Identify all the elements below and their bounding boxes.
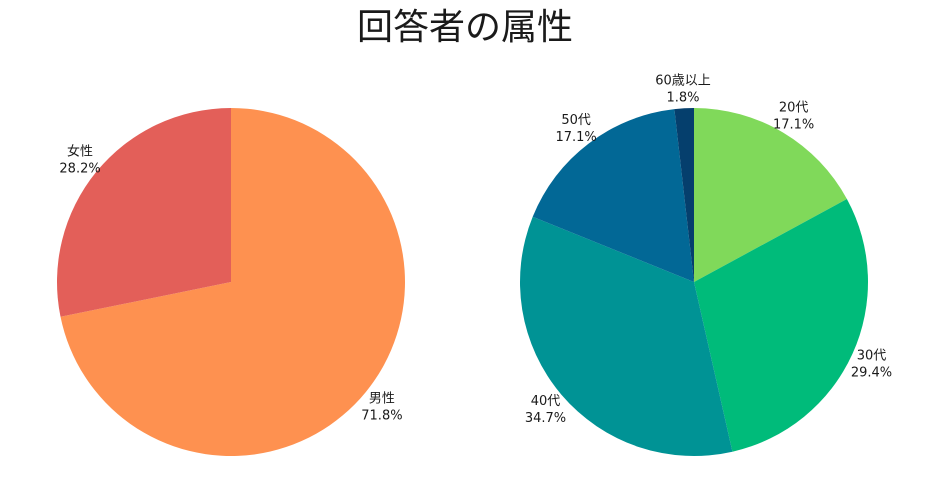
gender-label-category-female: 女性 xyxy=(67,144,93,160)
age-label-50s: 50代 17.1% xyxy=(555,113,596,145)
age-slice-30s xyxy=(694,198,868,452)
age-label-20s: 20代 17.1% xyxy=(773,101,814,133)
age-slice-60-plus xyxy=(674,108,694,282)
gender-slice-female xyxy=(57,108,232,317)
gender-label-value-female: 28.2% xyxy=(59,162,100,177)
gender-label-category-male: 男性 xyxy=(369,391,395,406)
age-slice-50s xyxy=(532,109,694,283)
page-title: 回答者の属性 xyxy=(356,7,573,48)
age-slice-40s xyxy=(520,216,733,456)
age-label-category-20s: 20代 xyxy=(779,101,809,116)
age-label-category-60-plus: 60歳以上 xyxy=(655,73,711,88)
age-pie-chart: 20代 17.1% 30代 29.4% 40代 34.7% 50代 17.1% 60歳以上 1.8… xyxy=(520,73,892,456)
age-label-value-20s: 17.1% xyxy=(773,118,814,133)
age-label-value-40s: 34.7% xyxy=(525,411,566,426)
age-label-category-30s: 30代 xyxy=(857,348,887,363)
age-label-value-60-plus: 1.8% xyxy=(666,90,699,105)
gender-label-female: 女性 28.2% xyxy=(59,144,100,177)
age-label-value-30s: 29.4% xyxy=(851,365,892,380)
age-label-60-plus: 60歳以上 1.8% xyxy=(655,73,711,105)
age-label-40s: 40代 34.7% xyxy=(525,394,566,426)
age-label-category-50s: 50代 xyxy=(561,113,591,128)
age-label-30s: 30代 29.4% xyxy=(851,348,892,380)
age-label-value-50s: 17.1% xyxy=(555,130,596,145)
age-label-category-40s: 40代 xyxy=(531,394,561,409)
age-slice-20s xyxy=(694,108,847,282)
gender-pie-chart: 男性 71.8% 女性 28.2% xyxy=(57,108,406,456)
gender-label-value-male: 71.8% xyxy=(361,408,402,423)
gender-slice-male xyxy=(60,108,406,456)
gender-label-male: 男性 71.8% xyxy=(361,391,402,423)
